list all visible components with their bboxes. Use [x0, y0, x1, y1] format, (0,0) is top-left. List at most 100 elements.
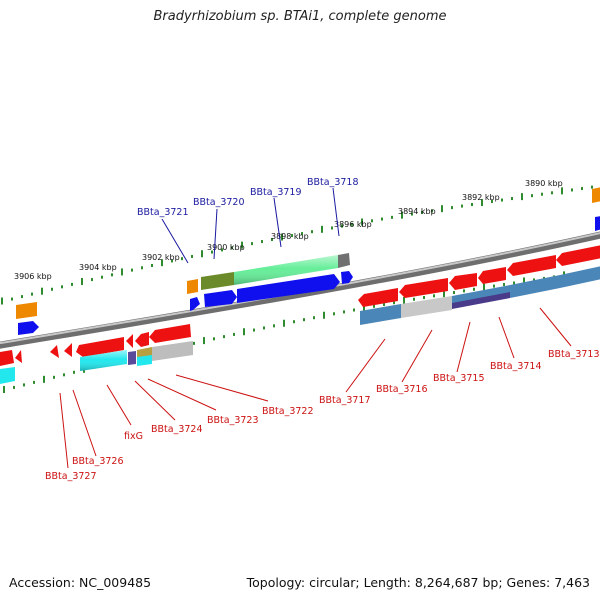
- major-tick: [561, 187, 563, 195]
- leader-line: [106, 384, 132, 426]
- scale-label: 3898 kbp: [271, 232, 309, 241]
- minor-tick: [381, 217, 383, 221]
- leader-line: [72, 389, 97, 457]
- gene-fixg[interactable]: [76, 337, 124, 357]
- gene-label-bbta3724[interactable]: BBta_3724: [151, 424, 203, 435]
- minor-tick: [151, 263, 153, 267]
- minor-tick: [21, 295, 23, 299]
- minor-tick: [141, 266, 143, 270]
- gene-gray-a[interactable]: [152, 341, 193, 361]
- gene-bbta3726[interactable]: [64, 343, 72, 357]
- gene-bbta3723[interactable]: [135, 332, 149, 347]
- minor-tick: [431, 209, 433, 213]
- gene-cyan-b[interactable]: [137, 355, 152, 366]
- minor-tick: [11, 297, 13, 301]
- scale-label: 3900 kbp: [207, 243, 245, 252]
- map-title: Bradyrhizobium sp. BTAi1, complete genom…: [153, 9, 447, 24]
- leader-line: [345, 338, 386, 393]
- gene-red-tiny-1[interactable]: [15, 350, 22, 363]
- gene-cyan-edge[interactable]: [0, 367, 15, 384]
- gene-label-bbta3717[interactable]: BBta_3717: [319, 395, 371, 406]
- scale-labels: 3906 kbp 3904 kbp 3902 kbp 3900 kbp 3898…: [14, 179, 563, 281]
- gene-blue-left[interactable]: [18, 321, 39, 335]
- gene-label-bbta3719[interactable]: BBta_3719: [250, 187, 302, 198]
- gene-bbta3715b[interactable]: [478, 267, 506, 284]
- minor-tick: [491, 200, 493, 204]
- minor-tick: [73, 370, 75, 374]
- leader-line: [175, 374, 269, 402]
- minor-tick: [271, 238, 273, 242]
- gene-bbta3713[interactable]: [556, 245, 600, 266]
- major-tick: [321, 225, 323, 233]
- minor-tick: [53, 375, 55, 379]
- gene-steel-a[interactable]: [360, 304, 401, 325]
- minor-tick: [293, 320, 295, 324]
- minor-tick: [191, 254, 193, 258]
- gene-blue-right[interactable]: [595, 216, 600, 231]
- gene-label-bbta3713[interactable]: BBta_3713: [548, 349, 600, 360]
- leader-line: [147, 378, 217, 411]
- gene-purple-b[interactable]: [452, 292, 510, 309]
- minor-tick: [301, 232, 303, 236]
- gene-label-bbta3720[interactable]: BBta_3720: [193, 197, 245, 208]
- scale-label: 3904 kbp: [79, 263, 117, 272]
- scale-label: 3896 kbp: [334, 220, 372, 229]
- gene-blue-a[interactable]: [204, 290, 237, 307]
- scale-label: 3892 kbp: [462, 193, 500, 202]
- gene-steel-d[interactable]: [560, 266, 600, 288]
- minor-tick: [581, 187, 583, 191]
- minor-tick: [551, 191, 553, 195]
- gene-blue-b[interactable]: [237, 274, 340, 303]
- minor-tick: [71, 282, 73, 286]
- gene-orange-right[interactable]: [592, 187, 600, 203]
- gene-label-bbta3715[interactable]: BBta_3715: [433, 373, 485, 384]
- gene-label-bbta3722[interactable]: BBta_3722: [262, 406, 314, 417]
- minor-tick: [311, 230, 313, 234]
- scale-label: 3890 kbp: [525, 179, 563, 188]
- minor-tick: [31, 292, 33, 296]
- major-tick: [361, 218, 363, 226]
- major-tick: [41, 287, 43, 295]
- gene-bbta3720[interactable]: [201, 272, 234, 290]
- gene-bbta3717[interactable]: [358, 288, 398, 307]
- major-tick: [81, 277, 83, 285]
- gene-bbta3724[interactable]: [126, 334, 133, 348]
- gene-orange-left[interactable]: [16, 302, 37, 319]
- gene-label-bbta3723[interactable]: BBta_3723: [207, 415, 259, 426]
- minor-tick: [511, 197, 513, 201]
- minor-tick: [223, 335, 225, 339]
- gene-label-fixg[interactable]: fixG: [124, 431, 143, 442]
- gene-bbta3716[interactable]: [399, 278, 448, 298]
- gene-label-bbta3716[interactable]: BBta_3716: [376, 384, 428, 395]
- major-tick: [283, 319, 285, 327]
- leader-line: [401, 329, 433, 383]
- major-tick: [401, 211, 403, 219]
- minor-tick: [231, 246, 233, 250]
- gene-purple-a[interactable]: [128, 351, 136, 365]
- gene-bbta3722[interactable]: [149, 324, 191, 343]
- minor-tick: [273, 324, 275, 328]
- gene-label-bbta3727[interactable]: BBta_3727: [45, 471, 97, 482]
- minor-tick: [353, 308, 355, 312]
- scale-label: 3906 kbp: [14, 272, 52, 281]
- gene-red-edge[interactable]: [0, 350, 14, 366]
- gene-bbta3721-small[interactable]: [190, 297, 200, 311]
- gene-bbta3721[interactable]: [187, 279, 198, 294]
- gene-bbta3714[interactable]: [507, 255, 556, 276]
- gene-bbta3727[interactable]: [50, 345, 59, 358]
- gene-bbta3715[interactable]: [449, 273, 477, 290]
- gene-label-bbta3726[interactable]: BBta_3726: [72, 456, 124, 467]
- gene-gray-b[interactable]: [401, 296, 452, 318]
- gene-bbta3718[interactable]: [338, 253, 350, 268]
- accession-label: Accession: NC_009485: [9, 575, 152, 590]
- minor-tick: [171, 259, 173, 263]
- gene-label-bbta3714[interactable]: BBta_3714: [490, 361, 542, 372]
- gene-label-bbta3721[interactable]: BBta_3721: [137, 207, 189, 218]
- gene-steel-c[interactable]: [510, 275, 560, 298]
- major-tick: [3, 385, 5, 393]
- gene-blue-c[interactable]: [341, 271, 353, 284]
- gene-label-bbta3718[interactable]: BBta_3718: [307, 177, 359, 188]
- bottom-strand-genes: [0, 245, 600, 384]
- minor-tick: [433, 294, 435, 298]
- leader-line: [332, 187, 340, 237]
